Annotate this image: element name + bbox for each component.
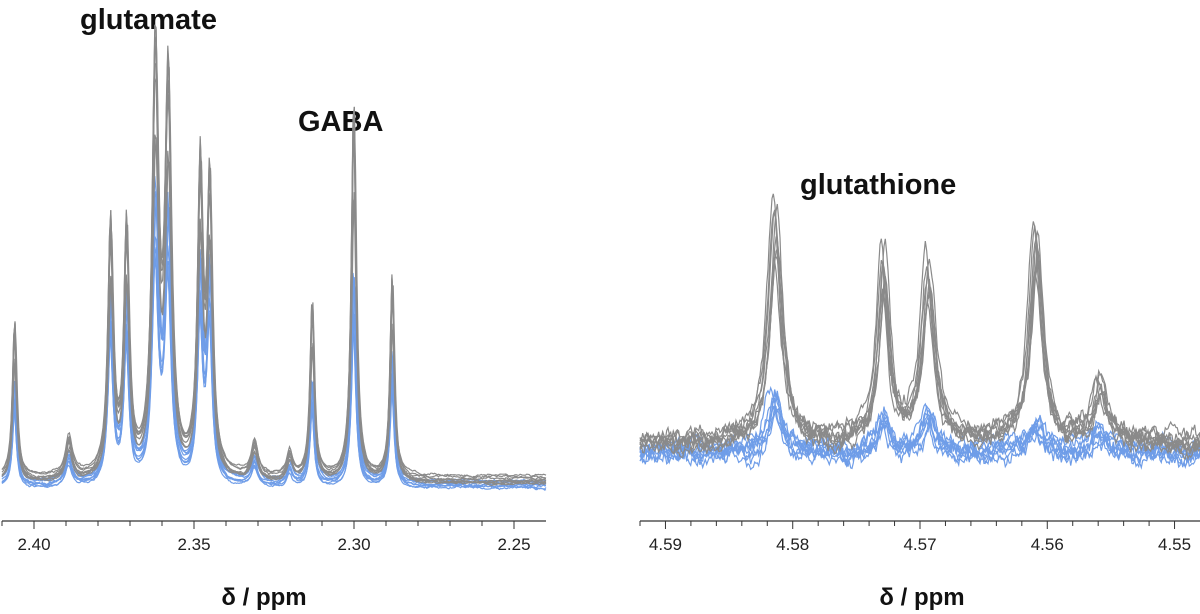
gray-spectrum-trace (639, 203, 1200, 456)
blue-spectrum-trace (639, 405, 1200, 470)
gray-spectrum-trace (1, 37, 547, 479)
spectrum-traces-right (639, 193, 1200, 471)
blue-spectrum-trace (639, 385, 1200, 469)
x-tick-label: 4.58 (776, 535, 809, 554)
x-axis-title-right: δ / ppm (879, 584, 964, 611)
blue-spectrum-trace (1, 258, 547, 491)
x-tick-label: 2.30 (337, 535, 370, 554)
x-tick-label: 4.56 (1031, 535, 1064, 554)
gray-spectrum-trace (1, 24, 547, 484)
x-ticks-left: 2.40 2.35 2.30 2.25 (1, 521, 531, 554)
gray-spectrum-trace (1, 62, 547, 480)
x-axis-title-left: δ / ppm (221, 584, 306, 611)
x-tick-label: 2.25 (497, 535, 530, 554)
spectrum-panel-left: glutamate GABA 2.40 2.35 2.30 2.25 δ / ppm (1, 4, 547, 611)
blue-spectrum-trace (2, 235, 547, 488)
blue-spectrum-trace (1, 249, 547, 488)
blue-spectrum-trace (639, 392, 1200, 465)
spectrum-traces-left (1, 24, 547, 491)
blue-spectrum-trace (1, 192, 547, 486)
gray-spectrum-trace (1, 134, 547, 486)
x-tick-label: 4.59 (649, 535, 682, 554)
label-gaba: GABA (298, 106, 383, 138)
gray-spectrum-trace (1, 78, 547, 486)
blue-spectrum-trace (1, 175, 547, 489)
label-glutathione: glutathione (800, 169, 956, 201)
gray-spectrum-trace (1, 29, 547, 487)
gray-spectrum-trace (1, 137, 547, 484)
x-tick-label: 4.57 (903, 535, 936, 554)
blue-spectrum-trace (1, 189, 547, 483)
x-tick-label: 4.55 (1158, 535, 1191, 554)
gray-spectrum-trace (639, 211, 1200, 452)
x-tick-label: 2.40 (17, 535, 50, 554)
spectrum-panel-right: glutathione 4.59 4.58 4.57 4.56 4.55 δ / ppm (639, 169, 1200, 611)
x-tick-label: 2.35 (177, 535, 210, 554)
gray-spectrum-trace (639, 236, 1200, 454)
label-glutamate: glutamate (80, 4, 217, 36)
gray-spectrum-trace (1, 36, 547, 481)
blue-spectrum-trace (1, 247, 547, 490)
x-ticks-right: 4.59 4.58 4.57 4.56 4.55 (639, 521, 1191, 554)
blue-spectrum-trace (1, 193, 547, 485)
